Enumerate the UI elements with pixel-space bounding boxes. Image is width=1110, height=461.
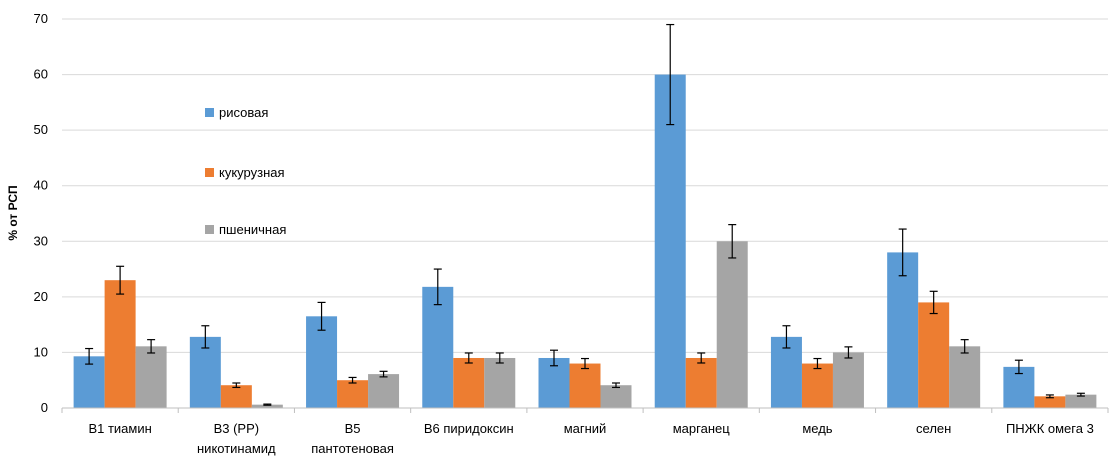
bar-кукурузная <box>801 363 833 408</box>
y-tick-label: 60 <box>34 67 48 82</box>
bar-кукурузная <box>1034 396 1066 408</box>
bar-рисовая <box>189 336 221 408</box>
bar-рисовая <box>422 286 454 408</box>
bar-пшеничная <box>716 241 748 408</box>
x-category-label: марганец <box>673 421 730 436</box>
y-tick-label: 70 <box>34 11 48 26</box>
x-category-label: селен <box>916 421 951 436</box>
x-category-label: ПНЖК омега 3 <box>1006 421 1094 436</box>
bar-рисовая <box>654 74 686 409</box>
gridlines <box>62 18 1108 353</box>
legend-swatch-рисовая <box>205 108 214 117</box>
legend-label: пшеничная <box>219 222 286 237</box>
bar-кукурузная <box>104 280 136 408</box>
bar-пшеничная <box>1065 394 1097 408</box>
y-tick-label: 0 <box>41 400 48 415</box>
bar-кукурузная <box>685 357 717 408</box>
x-category-labels: B1 тиамин B3 (PP) никотинамид B5 пантотенова… <box>88 421 1093 456</box>
bar-кукурузная <box>918 302 950 408</box>
bar-пшеничная <box>251 404 283 408</box>
y-axis-label: % от РСП <box>6 185 20 240</box>
legend-label: рисовая <box>219 105 268 120</box>
bar-пшеничная <box>484 357 516 408</box>
bar-пшеничная <box>832 352 864 408</box>
bar-кукурузная <box>337 380 369 408</box>
bars <box>73 74 1097 409</box>
x-category-label: B3 (PP) <box>214 421 260 436</box>
error-bars <box>85 23 1085 406</box>
bar-пшеничная <box>368 374 400 408</box>
bar-кукурузная <box>453 357 485 408</box>
y-tick-label: 30 <box>34 233 48 248</box>
legend-swatch-пшеничная <box>205 225 214 234</box>
y-tick-label: 50 <box>34 122 48 137</box>
x-category-label: B5 <box>345 421 361 436</box>
y-tick-label: 20 <box>34 289 48 304</box>
bar-рисовая <box>73 356 105 408</box>
legend-label: кукурузная <box>219 165 285 180</box>
bar-кукурузная <box>569 363 601 408</box>
x-category-label: магний <box>564 421 607 436</box>
x-category-label: медь <box>802 421 832 436</box>
legend: рисовая кукурузная пшеничная <box>205 105 286 237</box>
bar-рисовая <box>770 336 802 408</box>
axes <box>61 407 1109 413</box>
legend-swatch-кукурузная <box>205 168 214 177</box>
bar-пшеничная <box>600 385 632 408</box>
y-tick-label: 10 <box>34 344 48 359</box>
bar-рисовая <box>887 252 919 408</box>
bar-рисовая <box>306 316 338 408</box>
bar-кукурузная <box>220 385 252 408</box>
x-category-label: никотинамид <box>197 441 276 456</box>
y-tick-labels: 0 10 20 30 40 50 60 70 <box>34 11 48 415</box>
x-category-label: B6 пиридоксин <box>424 421 514 436</box>
bar-пшеничная <box>949 346 981 408</box>
bar-пшеничная <box>135 346 167 408</box>
x-category-label: B1 тиамин <box>88 421 151 436</box>
y-tick-label: 40 <box>34 178 48 193</box>
x-category-label: пантотеновая <box>311 441 394 456</box>
